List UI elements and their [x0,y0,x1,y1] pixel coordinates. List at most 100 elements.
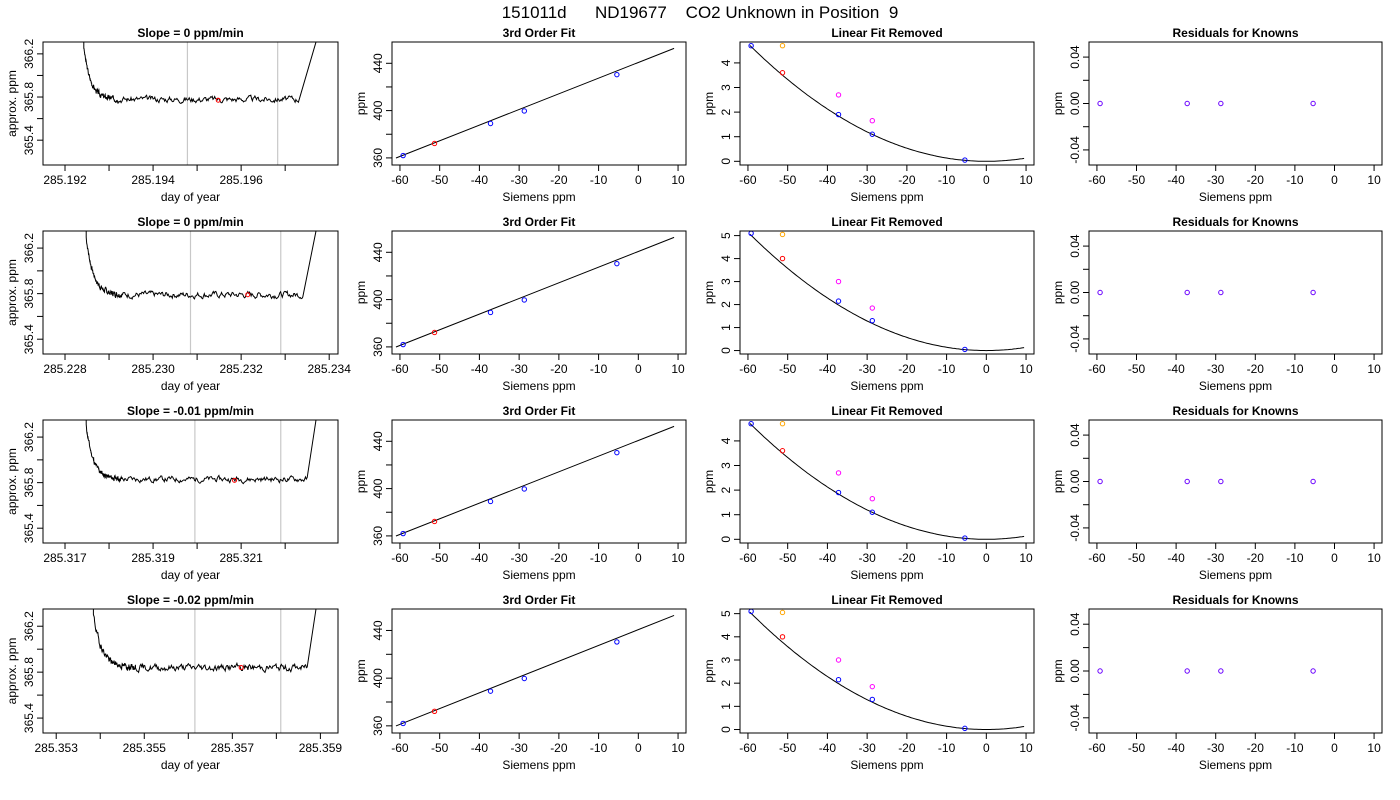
x-tick-label: -30 [858,741,876,755]
plot-frame [391,608,687,734]
x-axis-label: Siemens ppm [850,568,923,582]
data-point [1218,668,1224,674]
panel-resid-row1: Residuals for Knowns Siemens ppm ppm -60 -50… [1051,26,1383,204]
data-point [400,530,406,537]
x-tick-label: 285.321 [219,551,263,565]
plot-frame [391,41,687,166]
plot-area [1097,668,1316,674]
panel-title: 3rd Order Fit [503,215,576,229]
y-tick-label: 4 [719,59,733,66]
plot-frame [739,419,1035,544]
data-point [431,708,438,714]
x-tick-label: -50 [431,551,449,565]
x-tick-label: -30 [510,551,528,565]
x-tick-label: 285.192 [43,173,87,187]
data-point [835,298,842,304]
plot-area [1097,478,1316,485]
y-tick-label: 365.4 [22,125,36,155]
y-tick-label: 365.8 [22,278,36,308]
x-tick-label: -30 [858,173,876,187]
fit-line [395,236,675,348]
x-tick-label: 10 [1367,741,1381,755]
y-tick-label: 0.04 [1068,612,1082,636]
data-point [400,152,406,159]
panel-title: 3rd Order Fit [503,404,576,418]
x-tick-label: -60 [1088,741,1106,755]
plot-frame [1088,230,1383,355]
plot-frame [42,419,339,544]
y-tick-label: 365.8 [22,657,36,687]
x-tick-label: -60 [739,741,757,755]
y-axis-label: ppm [1051,281,1065,304]
mean-marker [215,97,221,103]
x-tick-label: 10 [671,173,685,187]
x-tick-label: -60 [391,551,409,565]
data-point [400,341,406,348]
x-tick-label: -50 [779,741,797,755]
panel-linfit-row2: Linear Fit Removed Siemens ppm ppm -60 -50 -4… [702,215,1035,393]
data-point [779,420,786,427]
x-tick-label: -60 [1088,362,1106,376]
panel-title: Slope = 0 ppm/min [137,215,243,229]
x-tick-label: 0 [983,551,990,565]
y-tick-label: 366.2 [22,233,36,263]
y-tick-label: -0.04 [1068,136,1082,164]
x-tick-label: 0 [1331,173,1338,187]
fit-curve [749,611,1025,730]
fit-curve [749,45,1025,162]
data-point [748,42,754,49]
x-tick-label: 10 [1019,741,1033,755]
x-tick-label: -20 [898,173,916,187]
mean-marker [245,292,251,298]
x-tick-label: -10 [1286,551,1304,565]
plot-frame [391,419,687,544]
x-tick-label: -20 [898,362,916,376]
x-tick-label: -60 [1088,173,1106,187]
x-tick-label: -50 [779,362,797,376]
y-tick-label: 0.00 [1068,280,1082,304]
y-axis-label: ppm [702,92,716,115]
data-point [869,118,875,124]
x-tick-label: -50 [431,362,449,376]
data-point [779,42,786,49]
data-point [835,470,842,476]
mean-marker [238,665,244,671]
y-tick-label: 0 [719,158,733,165]
data-point [869,696,875,703]
data-point [487,498,494,505]
y-tick-label: 365.4 [22,324,36,354]
y-tick-label: 366.2 [22,611,36,641]
data-point [521,675,527,682]
y-tick-label: 360 [371,716,385,736]
x-tick-label: -20 [898,551,916,565]
y-tick-label: 440 [371,431,385,451]
y-tick-label: 4 [719,437,733,444]
data-point [869,131,875,137]
y-tick-label: 366.2 [22,422,36,452]
x-tick-label: -30 [1207,173,1225,187]
x-tick-label: -30 [510,362,528,376]
plot-area [85,420,317,543]
y-tick-label: 1 [719,511,733,518]
x-tick-label: 0 [635,173,642,187]
panel-linfit-row3: Linear Fit Removed Siemens ppm ppm -60 -50 -4… [702,404,1035,582]
plot-frame [739,608,1035,734]
concentration-trace [92,609,317,674]
y-tick-label: 360 [371,148,385,168]
y-tick-label: 0.04 [1068,423,1082,447]
x-tick-label: -10 [938,741,956,755]
plot-area [1097,289,1316,296]
x-tick-label: -40 [1167,362,1185,376]
data-point [962,346,968,353]
y-tick-label: 0.00 [1068,659,1082,683]
data-point [779,448,786,454]
x-tick-label: -60 [391,741,409,755]
x-tick-label: -50 [779,173,797,187]
x-tick-label: 285.196 [219,173,263,187]
data-point [869,496,875,502]
y-axis-label: approx. ppm [5,259,19,326]
x-tick-label: 0 [1331,551,1338,565]
y-tick-label: 3 [719,462,733,469]
y-tick-label: 2 [719,301,733,308]
plot-area [748,42,1025,163]
